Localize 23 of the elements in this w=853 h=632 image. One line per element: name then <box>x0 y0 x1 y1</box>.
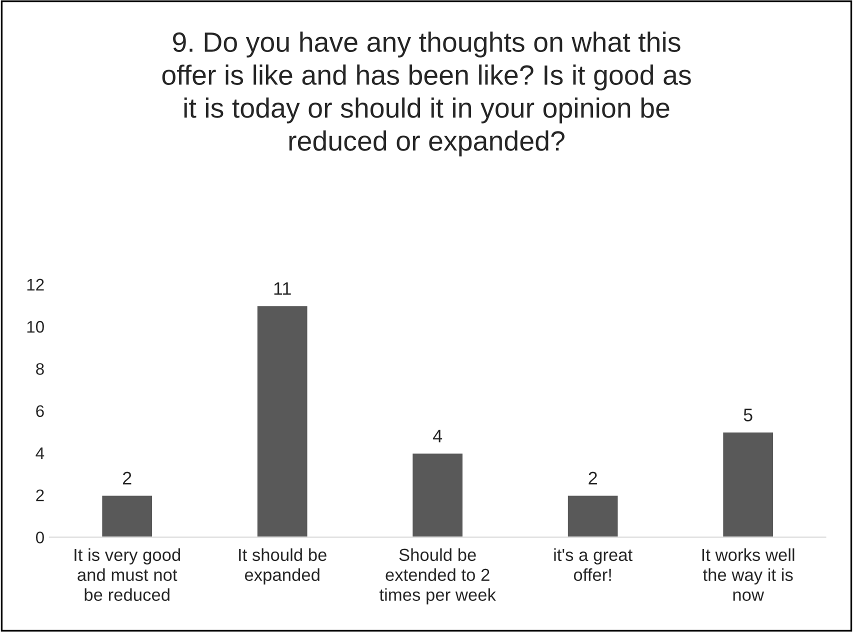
bar <box>256 304 309 538</box>
bar <box>100 494 154 538</box>
y-tick-label: 8 <box>36 363 44 375</box>
chart-title: 9. Do you have any thoughts on what this offer is like and has been like? Is it good as it is today or should it in your opinion be reduced or expanded? <box>162 32 691 156</box>
y-tick-label: 6 <box>36 405 44 418</box>
y-tick-label: 2 <box>36 489 44 502</box>
data-label: 5 <box>744 408 752 422</box>
y-tick-label: 4 <box>36 448 44 459</box>
x-tick-label: Should be extended to 2 times per week <box>379 548 496 604</box>
x-tick-label: It is very good and must not be reduced <box>74 548 180 601</box>
data-label: 4 <box>432 430 442 442</box>
data-label: 2 <box>588 472 597 484</box>
bar <box>566 494 620 538</box>
y-tick-label: 0 <box>36 532 44 544</box>
bar <box>722 431 774 538</box>
x-tick-label: It should be expanded <box>239 548 326 584</box>
y-tick-label: 12 <box>27 278 44 290</box>
y-tick-label: 10 <box>27 320 44 333</box>
data-label: 11 <box>274 282 291 295</box>
bar <box>411 452 464 538</box>
x-tick-label: It works well the way it is now <box>702 548 794 601</box>
data-label: 2 <box>122 472 132 484</box>
x-tick-label: it's a great offer! <box>554 548 632 582</box>
